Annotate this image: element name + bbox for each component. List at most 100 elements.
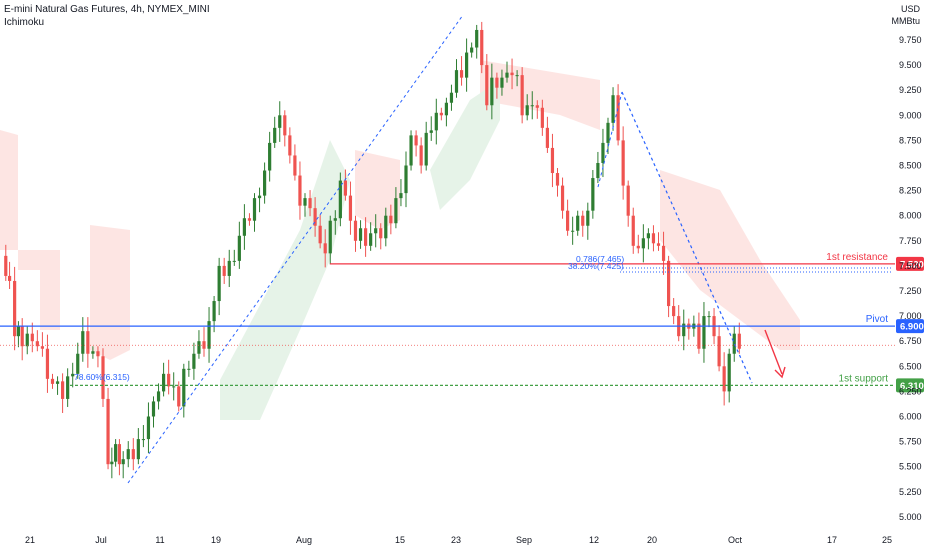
candle-body [459,70,464,78]
candle-body [212,301,216,322]
candle-body [394,198,398,224]
candle-body [465,52,469,78]
candle-body [530,105,534,107]
candle-body [606,122,610,143]
y-tick-label: 8.500 [899,161,922,171]
candle-body [114,444,118,462]
candle-body [25,333,29,347]
candle-body [727,353,731,392]
candle-body [141,439,145,441]
candle-body [333,218,337,221]
candle-body [101,356,105,399]
candle-body [252,198,257,221]
ichimoku-cloud-bearish [90,225,130,360]
candle-body [96,351,100,357]
candle-body [636,245,640,249]
x-tick-label: 21 [25,535,35,545]
candle-body [576,215,580,231]
candle-body [146,416,151,440]
y-tick-label: 8.750 [899,135,922,145]
ichimoku-cloud-bullish [430,80,500,210]
candle-body [237,235,241,261]
candle-body [187,368,191,370]
y-tick-label: 9.750 [899,35,922,45]
y-tick-label: 7.000 [899,311,922,321]
candle-body [631,215,635,246]
candle-body [651,233,656,244]
y-tick-label: 5.250 [899,487,922,497]
candle-body [737,333,741,349]
x-tick-label: Jul [95,535,107,545]
candle-body [278,115,282,128]
candle-body [641,238,645,249]
x-tick-label: Oct [728,535,743,545]
candle-body [35,341,39,347]
candle-body [313,208,317,226]
candle-body [697,323,701,349]
candle-body [500,77,504,88]
candle-body [439,112,443,116]
candle-body [369,233,373,246]
candle-body [717,336,721,367]
candle-body [550,147,555,174]
y-tick-label: 6.750 [899,336,922,346]
candle-body [389,215,393,224]
candle-body [535,105,539,108]
ichimoku-cloud-bearish [0,130,60,330]
candle-body [505,72,509,78]
projection-arrow-shaft [764,329,783,375]
candle-body [13,280,17,337]
candle-body [323,243,327,254]
ichimoku-cloud-bearish [480,60,600,130]
candle-body [490,77,494,106]
candle-body [177,386,181,407]
fib-label: 78.60%(6.315) [74,372,130,382]
candle-body [364,228,368,246]
candle-body [268,142,272,171]
y-tick-label: 8.000 [899,211,922,221]
y-tick-label: 9.250 [899,85,922,95]
candle-body [419,145,423,166]
candle-body [207,321,211,349]
candle-body [404,165,408,194]
candle-body [429,130,433,133]
indicator-label[interactable]: Ichimoku [4,17,45,28]
candle-body [308,198,312,209]
candles-group [4,21,741,479]
candle-body [672,306,676,317]
y-tick-label: 8.250 [899,186,922,196]
candle-body [4,255,8,276]
ichimoku-cloud-bullish [220,140,350,420]
y-tick-label: 5.000 [899,512,922,522]
ichimoku-cloud-bearish [660,170,800,350]
candle-body [656,243,661,246]
candle-body [50,378,55,384]
candle-body [136,439,140,460]
candle-body [91,351,95,354]
x-tick-label: 20 [647,535,657,545]
candle-body [66,376,70,399]
candle-body [328,220,332,254]
candle-body [434,112,438,131]
candle-body [581,215,585,226]
y-tick-label: 9.500 [899,60,922,70]
x-tick-label: 17 [827,535,837,545]
candle-body [126,449,130,460]
x-tick-label: 11 [155,535,164,545]
chart-title: E-mini Natural Gas Futures, 4h, NYMEX_MI… [4,4,210,15]
candle-body [131,449,135,460]
resistance-price-badge-text: 7.520 [900,259,924,270]
candle-body [16,326,21,337]
x-axis: 21 Jul 11 19 Aug 15 23 Sep 12 20 Oct 17 25 [25,535,892,545]
candle-body [424,132,428,166]
candle-body [192,353,196,369]
pivot-price-badge [896,319,924,334]
x-tick-label: 19 [211,535,221,545]
support-label: 1st support [839,373,889,384]
candle-body [298,175,302,206]
trend-line-down [621,91,753,384]
pivot-price-badge-text: 6.900 [900,322,924,333]
candle-body [571,230,575,232]
